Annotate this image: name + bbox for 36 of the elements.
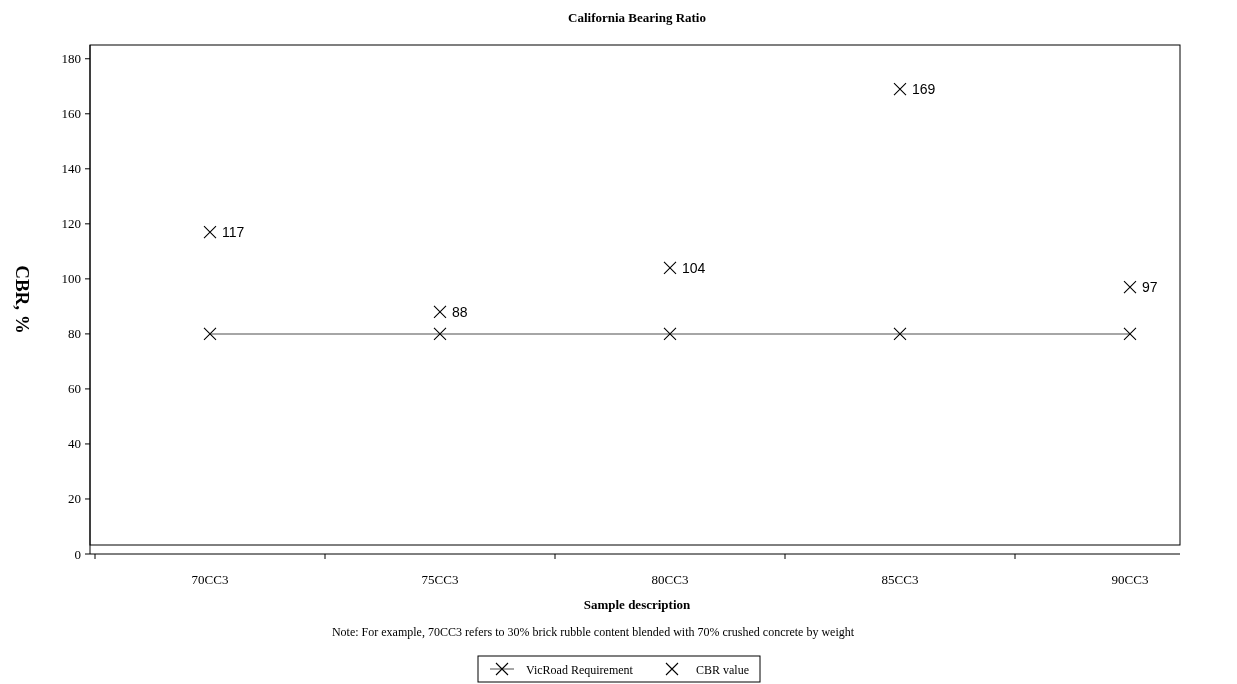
y-tick-label: 60 [68, 381, 81, 397]
x-axis-title: Sample description [583, 597, 692, 612]
y-tick-label: 40 [68, 436, 81, 452]
y-tick-label: 80 [68, 326, 81, 342]
point [433, 327, 447, 341]
text: Note: For example, 70CC3 refers to 30% brick rubble content blended with 70% crushed concrete by weight [331, 625, 855, 639]
legend-label: VicRoad Requirement [526, 662, 634, 677]
legend-label: CBR value [696, 662, 749, 677]
x-tick-label: 70CC3 [191, 572, 229, 587]
x-tick-label: 75CC3 [421, 572, 459, 587]
data-label: 88 [452, 303, 468, 320]
data-label: 97 [1142, 279, 1158, 296]
point [1123, 280, 1137, 294]
data-label: 117 [222, 224, 245, 241]
y-axis-title: CBR, % [12, 265, 33, 334]
point [433, 305, 447, 319]
y-tick-label: 0 [74, 546, 81, 562]
point [893, 327, 907, 341]
point [203, 327, 217, 341]
chart-title: California Bearing Ratio [568, 10, 706, 25]
x-tick-label: 90CC3 [1111, 572, 1149, 587]
point [893, 82, 907, 96]
y-tick-label: 100 [61, 271, 81, 287]
point [663, 261, 677, 275]
y-tick-label: 160 [61, 106, 81, 122]
y-tick-label: 180 [61, 51, 81, 67]
point [203, 225, 217, 239]
data-label: 104 [682, 259, 706, 276]
y-tick-label: 120 [61, 216, 81, 232]
x-tick-label: 85CC3 [881, 572, 919, 587]
x-tick-label: 80CC3 [651, 572, 689, 587]
point [1123, 327, 1137, 341]
point [663, 327, 677, 341]
data-label: 169 [912, 81, 936, 98]
y-tick-label: 20 [68, 491, 81, 507]
y-tick-label: 140 [61, 161, 81, 177]
